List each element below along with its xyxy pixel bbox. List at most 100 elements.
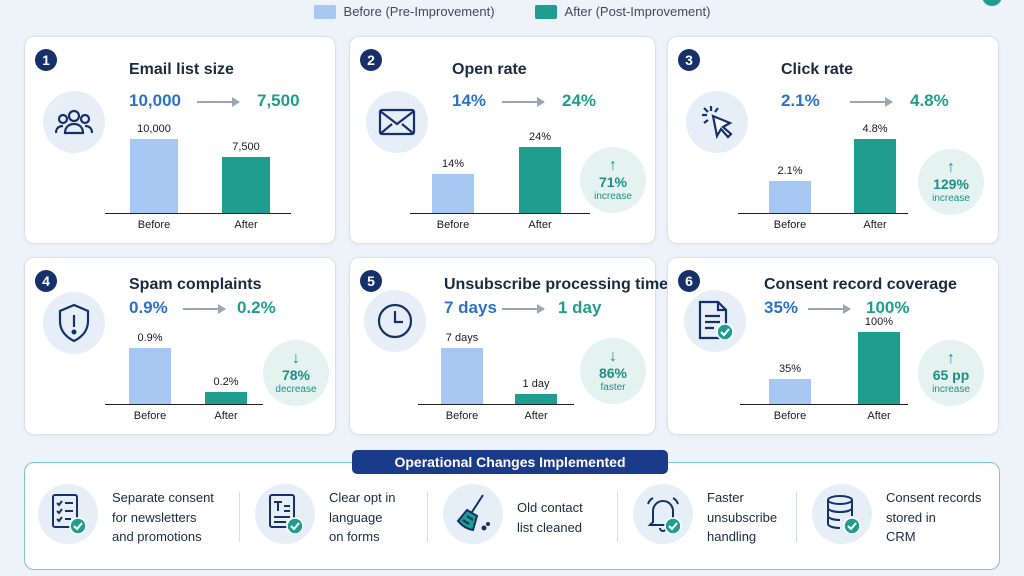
legend-after-label: After (Post-Improvement) [564, 4, 711, 19]
legend-before: Before (Pre-Improvement) [313, 4, 495, 19]
change-caption: increase [932, 192, 970, 204]
form-text-icon [255, 484, 315, 544]
bar-after [515, 394, 557, 404]
change-badge: ↓ 78% decrease [263, 340, 329, 406]
arrow-right-icon [808, 304, 851, 314]
bar-value-label: 7 days [445, 332, 479, 344]
operational-changes-title: Operational Changes Implemented [352, 450, 668, 474]
metric-card: 1 Email list size 10,000 7,500 10,000 Before 7… [24, 36, 336, 244]
legend-after: After (Post-Improvement) [534, 4, 711, 19]
bar-after [519, 147, 561, 213]
after-value: 1 day [558, 298, 602, 317]
change-arrow-icon: ↓ [609, 347, 617, 365]
chart-baseline [740, 404, 908, 405]
change-caption: increase [594, 190, 632, 202]
database-icon [812, 484, 872, 544]
arrow-right-icon [183, 304, 226, 314]
metric-title: Email list size [129, 61, 234, 78]
metric-number: 5 [360, 270, 382, 292]
operation-text: Clear opt in language on forms [329, 488, 395, 547]
after-value: 24% [562, 91, 597, 110]
operation-line: Clear opt in [329, 490, 396, 505]
bar-value-label: 0.2% [213, 376, 239, 388]
change-value: 65 pp [932, 366, 970, 383]
change-arrow-icon: ↑ [947, 349, 955, 367]
bar-before [130, 139, 178, 213]
metric-number: 2 [360, 49, 382, 71]
operation-line: handling [707, 529, 757, 544]
change-value: 129% [933, 175, 969, 192]
metric-number: 4 [35, 270, 57, 292]
bar-category-label: After [863, 219, 887, 231]
chart-baseline [105, 213, 291, 214]
chart-baseline [105, 404, 263, 405]
chart-baseline [410, 213, 590, 214]
metric-number: 6 [678, 270, 700, 292]
operation-text: Separate consent for newsletters and promo… [112, 488, 214, 547]
users-icon [43, 91, 105, 153]
bar-value-label: 0.9% [137, 332, 163, 344]
change-badge: ↓ 86% faster [580, 338, 646, 404]
bar-after [858, 332, 900, 404]
bar-value-label: 24% [528, 131, 552, 143]
cursor-click-icon [686, 91, 748, 153]
before-value: 35% [764, 298, 799, 317]
operation-line: unsubscribe [707, 509, 778, 525]
bar-value-label: 2.1% [777, 165, 803, 177]
bar-before [441, 348, 483, 404]
bell-icon [633, 484, 693, 544]
bar-after [205, 392, 247, 404]
metric-title: Spam complaints [129, 276, 262, 293]
bar-value-label: 10,000 [137, 123, 171, 135]
legend-after-swatch [534, 4, 557, 19]
bar-category-label: After [214, 410, 238, 422]
operation-divider [239, 492, 240, 542]
operation-text: Consent records stored in CRM [886, 488, 981, 547]
bar-category-label: Before [773, 219, 807, 231]
operation-divider [617, 492, 618, 542]
change-arrow-icon: ↑ [947, 158, 955, 176]
change-arrow-icon: ↑ [609, 156, 617, 174]
after-value: 4.8% [910, 91, 949, 110]
operation-line: and promotions [112, 529, 202, 544]
change-badge: ↑ 65 pp increase [918, 340, 984, 406]
arrow-right-icon [502, 97, 545, 107]
operation-line: Faster [707, 490, 744, 505]
operation-item: Clear opt in language on forms [255, 478, 455, 558]
metric-title: Consent record coverage [764, 276, 957, 293]
metric-card: 3 Click rate 2.1% 4.8% 2.1% Before 4.8% After ↑ 1… [667, 36, 999, 244]
metric-title: Click rate [781, 61, 854, 78]
bar-category-label: Before [773, 410, 807, 422]
operation-line: for newsletters [112, 509, 197, 525]
bar-category-label: Before [133, 410, 167, 422]
before-value: 7 days [444, 298, 497, 317]
metric-card: 5 Unsubscribe processing time 7 days 1 day 7… [349, 257, 668, 435]
metric-title: Open rate [452, 61, 527, 78]
bar-before [129, 348, 171, 404]
broom-icon [443, 484, 503, 544]
bar-before [769, 379, 811, 404]
bar-category-label: After [234, 219, 258, 231]
operation-text: Old contact list cleaned [517, 498, 583, 537]
metric-title: Unsubscribe processing time [444, 276, 669, 293]
document-check-icon [684, 290, 746, 352]
change-value: 86% [598, 364, 628, 381]
arrow-right-icon [197, 97, 240, 107]
before-value: 0.9% [129, 298, 168, 317]
operation-item: Faster unsubscribe handling [633, 478, 833, 558]
before-value: 2.1% [781, 91, 820, 110]
bar-after [854, 139, 896, 213]
change-arrow-icon: ↓ [292, 349, 300, 367]
bar-category-label: Before [445, 410, 479, 422]
bar-value-label: 14% [441, 158, 465, 170]
operation-divider [427, 492, 428, 542]
operation-text: Faster unsubscribe handling [707, 488, 777, 547]
arrow-right-icon [850, 97, 893, 107]
operation-line: on forms [329, 529, 380, 544]
operation-item: Consent records stored in CRM [812, 478, 1012, 558]
bar-after [222, 157, 270, 213]
before-value: 10,000 [129, 91, 181, 110]
change-value: 71% [598, 173, 628, 190]
corner-badge [982, 0, 1002, 6]
chart-baseline [738, 213, 908, 214]
